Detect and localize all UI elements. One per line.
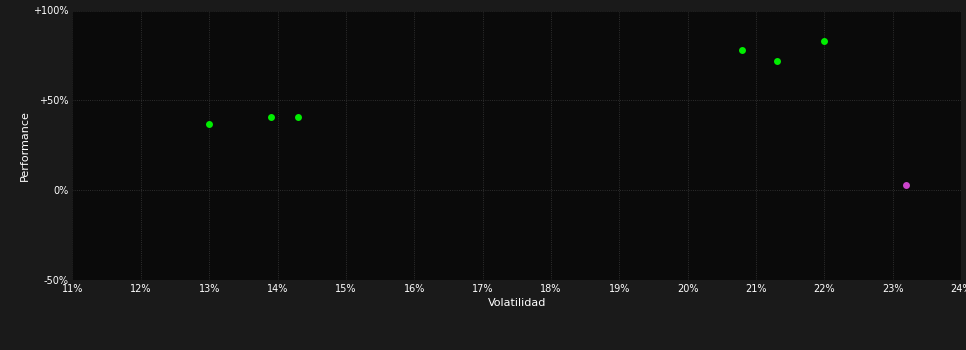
Point (202, 121, 217, 126)
Y-axis label: Performance: Performance (20, 110, 30, 181)
Point (769, 58, 784, 64)
Point (263, 114, 278, 120)
Point (816, 38, 832, 44)
Point (735, 47, 751, 53)
Point (898, 182, 914, 188)
X-axis label: Volatilidad: Volatilidad (488, 298, 546, 308)
Point (291, 114, 306, 120)
